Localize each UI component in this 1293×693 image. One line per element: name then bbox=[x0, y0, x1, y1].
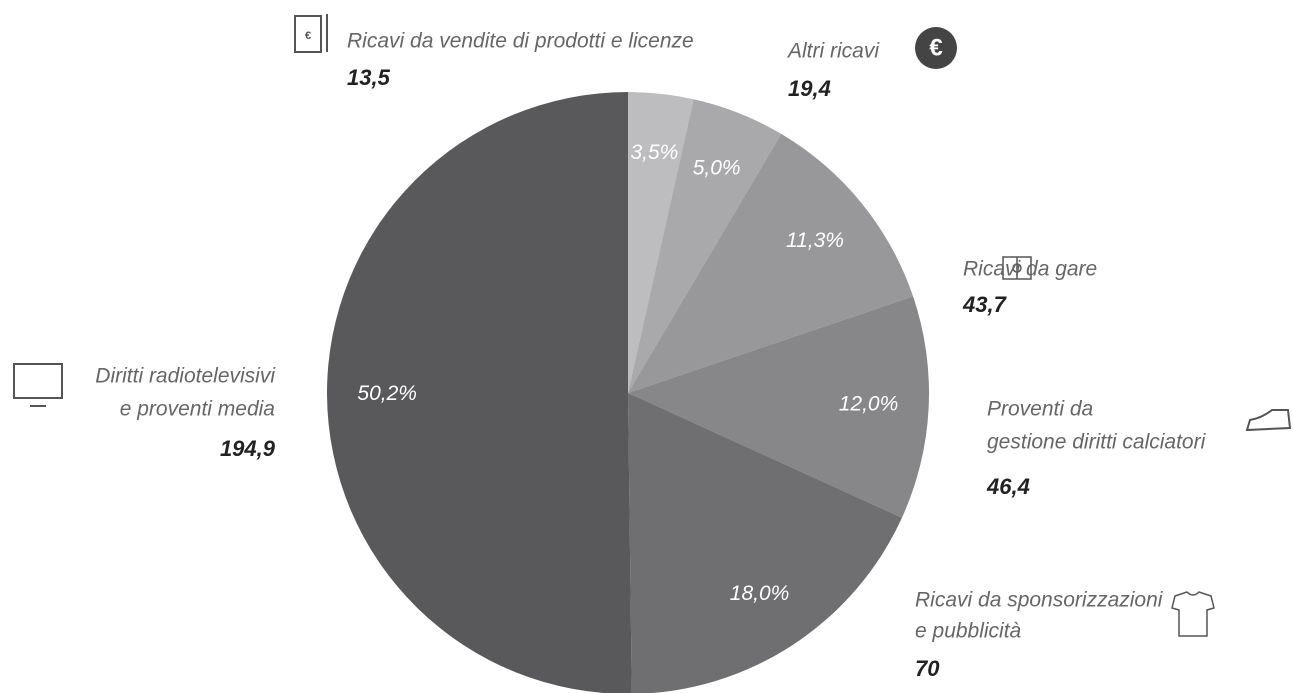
icon-document: € bbox=[294, 14, 328, 53]
icon-tv bbox=[13, 363, 63, 407]
icon-shirt bbox=[1171, 591, 1215, 637]
category-label: Proventi da bbox=[987, 398, 1093, 421]
percent-label: 12,0% bbox=[839, 393, 899, 416]
pie-slice bbox=[628, 92, 694, 393]
amount-label: 194,9 bbox=[220, 436, 276, 461]
amount-label: 43,7 bbox=[962, 292, 1008, 317]
category-label: e pubblicità bbox=[915, 620, 1022, 643]
category-label: gestione diritti calciatori bbox=[987, 431, 1207, 454]
icon-shoe bbox=[1245, 409, 1292, 432]
amount-label: 70 bbox=[915, 656, 940, 681]
category-label: e proventi media bbox=[120, 398, 275, 421]
percent-label: 5,0% bbox=[693, 157, 741, 180]
icon-euro: € bbox=[915, 27, 957, 69]
amount-label: 46,4 bbox=[986, 474, 1030, 499]
category-label: Ricavi da gare bbox=[963, 258, 1097, 281]
svg-text:€: € bbox=[929, 34, 942, 61]
pie-slice bbox=[628, 99, 782, 393]
svg-text:€: € bbox=[305, 30, 311, 42]
category-label: Altri ricavi bbox=[786, 40, 880, 63]
pie-slice bbox=[326, 92, 632, 693]
category-label: Diritti radiotelevisivi bbox=[95, 365, 276, 388]
amount-label: 13,5 bbox=[347, 65, 391, 90]
percent-label: 18,0% bbox=[730, 582, 790, 605]
pie-slice bbox=[628, 296, 929, 518]
percent-label: 3,5% bbox=[630, 141, 678, 164]
amount-label: 19,4 bbox=[788, 76, 831, 101]
pie-slice bbox=[628, 393, 902, 693]
category-label: Ricavi da vendite di prodotti e licenze bbox=[347, 30, 694, 53]
category-label: Ricavi da sponsorizzazioni bbox=[915, 589, 1164, 612]
pie-slice bbox=[628, 133, 914, 393]
percent-label: 50,2% bbox=[357, 382, 417, 405]
percent-label: 11,3% bbox=[786, 229, 844, 252]
icon-pitch bbox=[1002, 256, 1032, 280]
